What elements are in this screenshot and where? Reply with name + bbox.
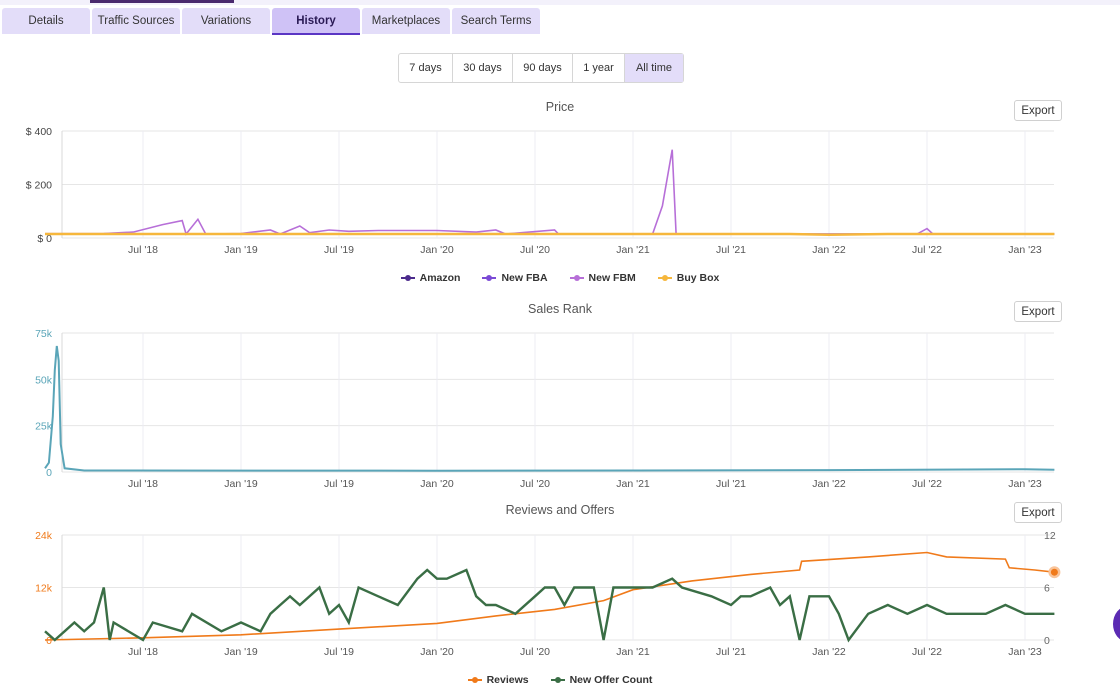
reviews-y-tick-label: 0 <box>46 635 52 647</box>
price-y-tick-label: $ 400 <box>26 126 52 138</box>
rank-y-tick-label: 25k <box>35 421 53 433</box>
time-range-selector: 7 days 30 days 90 days 1 year All time <box>398 53 684 83</box>
rank-series-line <box>44 345 1055 472</box>
reviews-x-tick-label: Jan '19 <box>224 646 258 658</box>
price-x-tick-label: Jul '19 <box>324 244 354 256</box>
rank-x-tick-label: Jul '21 <box>716 478 746 490</box>
reviews-series-line <box>44 551 1055 641</box>
sales-rank-chart-title: Sales Rank <box>528 302 592 316</box>
tab-variations[interactable]: Variations <box>182 8 270 34</box>
price-series-new-fbm <box>44 149 1055 236</box>
tab-marketplaces[interactable]: Marketplaces <box>362 8 450 34</box>
buy-box-swatch-icon <box>657 273 672 283</box>
reviews-x-tick-label: Jul '18 <box>128 646 158 658</box>
price-x-tick-label: Jan '19 <box>224 244 258 256</box>
reviews-y-tick-label: 12k <box>35 583 53 595</box>
rank-x-tick-label: Jan '20 <box>420 478 454 490</box>
price-legend: Amazon New FBA New FBM Buy Box <box>0 272 1120 284</box>
reviews-y2-tick-label: 0 <box>1044 635 1050 647</box>
reviews-x-tick-label: Jan '23 <box>1008 646 1042 658</box>
new-fbm-swatch-icon <box>569 273 584 283</box>
tab-search-terms[interactable]: Search Terms <box>452 8 540 34</box>
legend-new-fbm-label: New FBM <box>588 272 636 284</box>
legend-new-fba-label: New FBA <box>501 272 548 284</box>
price-y-tick-label: $ 0 <box>37 233 52 245</box>
range-all-time-button[interactable]: All time <box>625 54 683 82</box>
price-y-tick-label: $ 200 <box>26 180 52 192</box>
price-export-button[interactable]: Export <box>1014 100 1062 121</box>
price-x-tick-label: Jan '22 <box>812 244 846 256</box>
reviews-x-tick-label: Jul '22 <box>912 646 942 658</box>
price-chart-title: Price <box>545 100 575 114</box>
reviews-swatch-icon <box>467 675 482 685</box>
rank-x-tick-label: Jul '19 <box>324 478 354 490</box>
reviews-x-tick-label: Jan '22 <box>812 646 846 658</box>
reviews-x-tick-label: Jan '21 <box>616 646 650 658</box>
legend-new-offer-count-label: New Offer Count <box>569 674 653 686</box>
reviews-x-tick-label: Jul '21 <box>716 646 746 658</box>
legend-amazon[interactable]: Amazon <box>400 272 461 284</box>
legend-new-offer-count[interactable]: New Offer Count <box>550 674 653 686</box>
range-30-days-button[interactable]: 30 days <box>453 54 513 82</box>
price-x-tick-label: Jul '22 <box>912 244 942 256</box>
rank-x-tick-label: Jan '22 <box>812 478 846 490</box>
price-x-tick-label: Jan '23 <box>1008 244 1042 256</box>
legend-reviews[interactable]: Reviews <box>467 674 529 686</box>
range-7-days-button[interactable]: 7 days <box>399 54 453 82</box>
price-x-tick-label: Jul '18 <box>128 244 158 256</box>
rank-y-tick-label: 75k <box>35 328 53 340</box>
top-strip <box>0 0 1120 5</box>
price-x-tick-label: Jan '20 <box>420 244 454 256</box>
reviews-y2-tick-label: 12 <box>1044 530 1056 542</box>
rank-x-tick-label: Jul '20 <box>520 478 550 490</box>
price-x-tick-label: Jul '21 <box>716 244 746 256</box>
new-offer-count-swatch-icon <box>550 675 565 685</box>
chat-widget-icon[interactable] <box>1113 606 1120 642</box>
rank-y-tick-label: 0 <box>46 467 52 479</box>
rank-x-tick-label: Jul '18 <box>128 478 158 490</box>
reviews-x-tick-label: Jul '19 <box>324 646 354 658</box>
rank-x-tick-label: Jan '23 <box>1008 478 1042 490</box>
legend-amazon-label: Amazon <box>419 272 461 284</box>
amazon-swatch-icon <box>400 273 415 283</box>
reviews-offers-chart: 24k 12 12k 6 0 0 Jul '18 Jan '19 Jul '19 Jan '20 J… <box>35 530 1061 658</box>
legend-buy-box-label: Buy Box <box>676 272 720 284</box>
range-1-year-button[interactable]: 1 year <box>573 54 625 82</box>
legend-new-fbm[interactable]: New FBM <box>569 272 636 284</box>
range-90-days-button[interactable]: 90 days <box>513 54 573 82</box>
price-x-tick-label: Jul '20 <box>520 244 550 256</box>
reviews-offers-legend: Reviews New Offer Count <box>0 674 1120 686</box>
new-fba-swatch-icon <box>482 273 497 283</box>
legend-buy-box[interactable]: Buy Box <box>657 272 720 284</box>
reviews-y-tick-label: 24k <box>35 530 53 542</box>
tab-history[interactable]: History <box>272 8 360 35</box>
tab-details[interactable]: Details <box>2 8 90 34</box>
tab-traffic-sources[interactable]: Traffic Sources <box>92 8 180 34</box>
reviews-offers-chart-title: Reviews and Offers <box>505 503 615 517</box>
sales-rank-export-button[interactable]: Export <box>1014 301 1062 322</box>
rank-x-tick-label: Jan '21 <box>616 478 650 490</box>
reviews-x-tick-label: Jul '20 <box>520 646 550 658</box>
reviews-y2-tick-label: 6 <box>1044 583 1050 595</box>
rank-x-tick-label: Jan '19 <box>224 478 258 490</box>
rank-x-tick-label: Jul '22 <box>912 478 942 490</box>
rank-y-tick-label: 50k <box>35 374 53 386</box>
reviews-hover-point <box>1050 568 1058 576</box>
price-x-tick-label: Jan '21 <box>616 244 650 256</box>
offer-count-series-line <box>44 568 1055 643</box>
reviews-offers-export-button[interactable]: Export <box>1014 502 1062 523</box>
sales-rank-chart: 75k 50k 25k 0 Jul '18 Jan '19 Jul '19 Jan '20 Ju… <box>35 328 1055 490</box>
legend-reviews-label: Reviews <box>486 674 529 686</box>
price-chart: $ 400 $ 200 $ 0 Jul '18 Jan '19 Jul '19 Jan '2… <box>26 126 1055 256</box>
active-page-indicator <box>90 0 234 3</box>
legend-new-fba[interactable]: New FBA <box>482 272 548 284</box>
price-series-buy-box <box>45 232 1055 237</box>
reviews-x-tick-label: Jan '20 <box>420 646 454 658</box>
